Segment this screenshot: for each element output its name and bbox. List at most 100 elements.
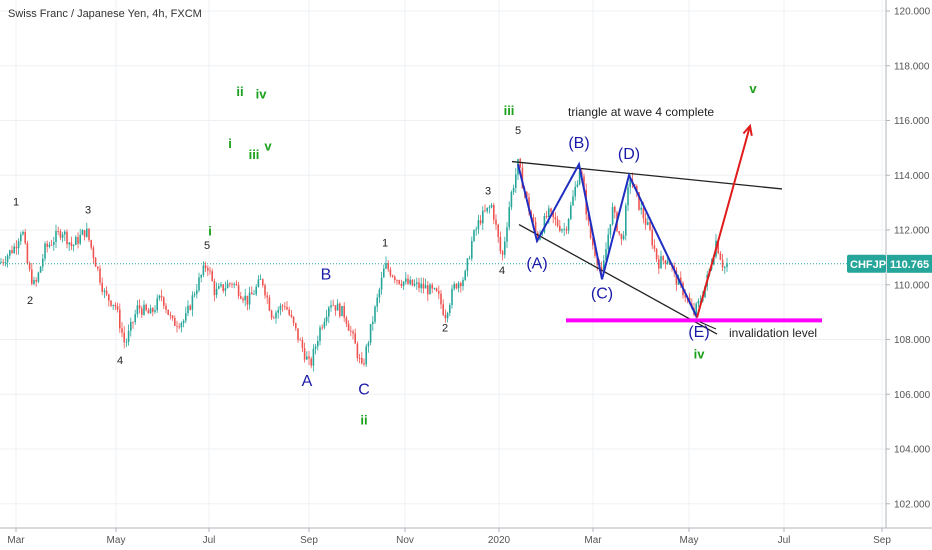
candle-body	[477, 220, 480, 230]
price-axis[interactable]: 102.000 104.000 106.000 108.000 110.000 112.0…	[847, 0, 932, 550]
candle-body	[572, 196, 574, 206]
wave-label-number: 3	[485, 185, 491, 197]
candle-body	[17, 241, 20, 249]
candle-body	[587, 214, 590, 221]
candle-body	[499, 236, 502, 252]
candle-body	[198, 277, 200, 291]
time-axis[interactable]: Mar May Jul Sep Nov 2020 Mar May Jul Sep	[0, 527, 932, 550]
candle-body	[325, 316, 328, 322]
candle-body	[427, 285, 429, 295]
candle-body	[402, 281, 405, 286]
candle-body	[435, 288, 438, 292]
candle-body	[248, 292, 251, 305]
candle-body	[625, 205, 627, 236]
candle-body	[398, 280, 400, 284]
candle-body	[554, 217, 557, 220]
last-price-label: 110.765	[890, 259, 929, 271]
candle-body	[156, 298, 158, 311]
candle-body	[191, 295, 194, 310]
price-tick-label: 110.000	[894, 280, 930, 291]
candle-body	[510, 192, 513, 208]
candle-body	[431, 284, 433, 289]
candle-body	[550, 208, 552, 212]
candle-body	[464, 270, 466, 280]
candle-body	[453, 283, 455, 289]
candle-body	[675, 270, 678, 285]
candle-body	[697, 301, 700, 304]
candle-body	[479, 220, 482, 224]
chart-title: Swiss Franc / Japanese Yen, 4h, FXCM	[8, 8, 202, 20]
candle-body	[629, 178, 631, 188]
candle-body	[145, 304, 147, 311]
time-tick-label: Mar	[7, 535, 25, 546]
candle-body	[512, 187, 515, 193]
candle-body	[11, 250, 13, 253]
candle-body	[288, 309, 290, 315]
time-tick-label: Jul	[778, 535, 791, 546]
candle-body	[220, 284, 222, 287]
candle-body	[594, 245, 596, 256]
candle-body	[618, 231, 620, 234]
candle-body	[209, 270, 211, 272]
time-tick-label: Nov	[396, 535, 414, 546]
candle-body	[724, 267, 726, 268]
candle-body	[22, 231, 24, 235]
candle-body	[534, 221, 537, 233]
candle-body	[600, 267, 603, 270]
candle-body	[171, 315, 174, 319]
candle-body	[726, 263, 728, 268]
candle-body	[420, 283, 422, 289]
candle-body	[389, 269, 392, 276]
candle-body	[468, 258, 471, 260]
symbol-label: CHFJPY	[850, 259, 894, 271]
candle-body	[70, 242, 73, 246]
candle-body	[207, 268, 209, 271]
candle-body	[658, 259, 660, 269]
candle-body	[182, 320, 185, 324]
candle-body	[308, 356, 310, 359]
candle-body	[50, 244, 53, 246]
candle-body	[666, 260, 669, 264]
candle-body	[526, 191, 528, 198]
candle-body	[449, 305, 451, 314]
candle-body	[286, 307, 288, 310]
candle-body	[66, 231, 68, 245]
candle-body	[504, 241, 506, 255]
time-tick-label: May	[107, 535, 126, 546]
candle-body	[15, 246, 18, 249]
candle-body	[2, 261, 4, 263]
candle-body	[444, 314, 447, 319]
candle-body	[647, 222, 649, 225]
candle-body	[330, 305, 332, 308]
candle-body	[321, 327, 323, 329]
candle-body	[378, 289, 381, 298]
candle-body	[576, 184, 579, 187]
candle-body	[189, 305, 191, 310]
candle-body	[152, 308, 154, 312]
candle-body	[141, 308, 143, 315]
wave-label-green: ii	[236, 84, 243, 99]
wave-label-green: iii	[504, 103, 515, 118]
candle-body	[515, 174, 517, 188]
candle-body	[9, 250, 11, 256]
candle-body	[132, 321, 134, 323]
candle-body	[462, 279, 464, 287]
time-axis-bg	[0, 528, 932, 550]
candle-body	[356, 343, 359, 358]
triangle-note: triangle at wave 4 complete	[568, 105, 714, 119]
price-tick-label: 106.000	[894, 390, 931, 401]
candle-body	[603, 260, 605, 270]
candle-body	[354, 333, 356, 344]
wave-label-blue: (E)	[688, 324, 709, 341]
candle-body	[295, 323, 297, 329]
candle-body	[407, 278, 409, 284]
time-tick-label: Jul	[203, 535, 216, 546]
wave-label-green: v	[264, 139, 272, 154]
candle-body	[719, 253, 722, 260]
candle-body	[620, 233, 623, 240]
candle-body	[246, 295, 249, 305]
candle-body	[35, 280, 37, 282]
candle-body	[473, 230, 475, 241]
